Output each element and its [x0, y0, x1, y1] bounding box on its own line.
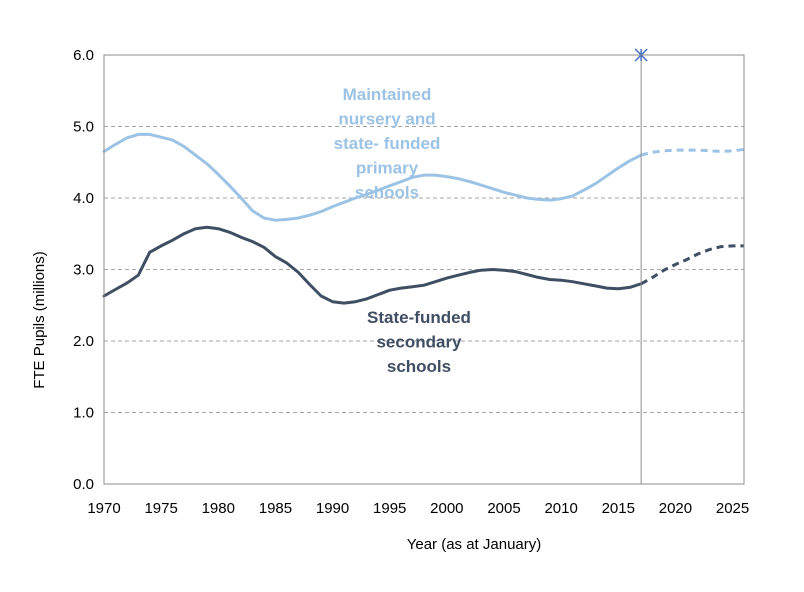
plot-area-border — [103, 54, 745, 485]
x-tick-label: 1985 — [259, 500, 292, 517]
x-tick-label: 1990 — [316, 500, 349, 517]
grid-lines — [104, 126, 744, 413]
x-tick-label: 2005 — [487, 500, 520, 517]
x-tick-label: 2025 — [716, 500, 749, 517]
series-label: State-funded secondary schools — [367, 308, 471, 376]
plot-frame — [103, 48, 745, 485]
x-tick-label: 2020 — [659, 500, 692, 517]
x-tick-label: 2010 — [544, 500, 577, 517]
y-tick-label: 2.0 — [73, 333, 94, 350]
series-line-projection — [640, 244, 744, 286]
y-tick-label: 5.0 — [73, 119, 94, 136]
y-tick-label: 6.0 — [73, 47, 94, 64]
x-tick-label: 2015 — [602, 500, 635, 517]
x-tick-labels: 1970 1975 1980 1985 1990 1995 2000 2005 2010 2015… — [87, 500, 749, 517]
series-line-actual — [102, 132, 643, 222]
x-tick-label: 1980 — [202, 500, 235, 517]
y-tick-label: 0.0 — [73, 476, 94, 493]
y-axis-title: FTE Pupils (millions) — [31, 251, 48, 389]
series-label: Maintained nursery and state- funded primar… — [334, 85, 441, 202]
x-tick-label: 1970 — [87, 500, 120, 517]
y-tick-label: 3.0 — [73, 262, 94, 279]
x-tick-label: 1975 — [144, 500, 177, 517]
series-line-projection — [640, 147, 745, 157]
x-tick-label: 2000 — [430, 500, 463, 517]
series-line-actual — [102, 225, 643, 305]
x-axis-title: Year (as at January) — [407, 536, 542, 553]
y-tick-label: 4.0 — [73, 190, 94, 207]
series-labels: Maintained nursery and state- funded primar… — [334, 85, 471, 376]
x-tick-label: 1995 — [373, 500, 406, 517]
series-lines — [102, 132, 745, 305]
y-tick-labels: 0.0 1.0 2.0 3.0 4.0 5.0 6.0 — [73, 47, 94, 493]
y-tick-label: 1.0 — [73, 405, 94, 422]
